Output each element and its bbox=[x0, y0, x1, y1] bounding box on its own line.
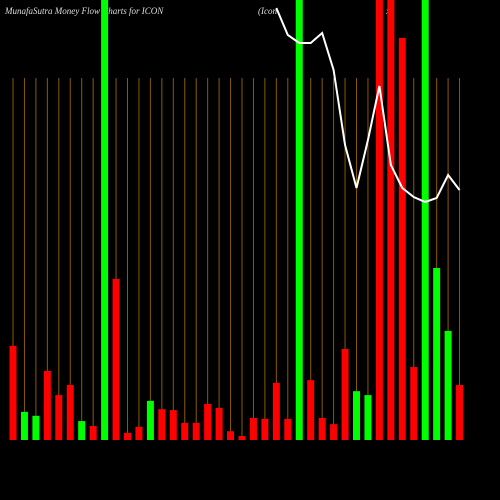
bar bbox=[341, 348, 349, 440]
bar bbox=[421, 0, 429, 440]
bar bbox=[78, 421, 86, 440]
bar bbox=[204, 403, 212, 440]
bar bbox=[192, 422, 200, 440]
bar bbox=[387, 0, 395, 440]
bar bbox=[375, 0, 383, 440]
bar bbox=[158, 409, 166, 440]
line bbox=[275, 7, 461, 204]
bar bbox=[89, 425, 97, 440]
bar bbox=[66, 385, 74, 440]
bar bbox=[135, 426, 143, 440]
bar bbox=[20, 411, 28, 440]
bar bbox=[433, 267, 441, 440]
bar bbox=[112, 278, 120, 440]
bar bbox=[215, 407, 223, 440]
bar bbox=[227, 431, 235, 440]
bar bbox=[43, 370, 51, 440]
bar bbox=[330, 424, 338, 440]
bar bbox=[32, 415, 40, 440]
bar bbox=[410, 366, 418, 440]
bar bbox=[318, 418, 326, 440]
bar bbox=[261, 418, 269, 440]
bar bbox=[364, 395, 372, 440]
bar bbox=[55, 395, 63, 440]
bar bbox=[456, 385, 464, 440]
chart-subtitle: (Icon bbox=[258, 6, 277, 16]
bar bbox=[169, 410, 177, 440]
bar bbox=[398, 37, 406, 441]
bar bbox=[295, 0, 303, 440]
bar bbox=[238, 436, 246, 440]
bar bbox=[353, 391, 360, 440]
bar bbox=[124, 432, 131, 440]
bar bbox=[284, 418, 292, 440]
bar bbox=[444, 330, 452, 440]
chart-title: MunafaSutra Money Flow Charts for ICON bbox=[4, 6, 164, 16]
bar bbox=[249, 418, 257, 440]
bar bbox=[272, 382, 280, 440]
bar bbox=[101, 0, 109, 440]
bar bbox=[307, 380, 315, 440]
bar bbox=[9, 345, 17, 440]
bar bbox=[146, 400, 154, 440]
bar bbox=[181, 422, 189, 440]
